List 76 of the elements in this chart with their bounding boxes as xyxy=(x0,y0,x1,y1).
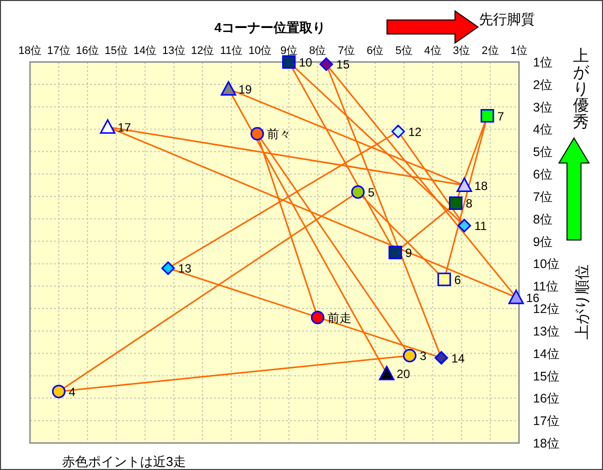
x-tick-label: 7位 xyxy=(338,45,355,57)
y-axis-title: 上がり順位 xyxy=(574,264,591,340)
point xyxy=(388,246,402,260)
y-tick-label: 18位 xyxy=(533,436,560,450)
y-tick-label: 8位 xyxy=(533,212,553,226)
point xyxy=(310,310,324,324)
y-tick-label: 17位 xyxy=(533,414,560,428)
annotation: 11 xyxy=(474,219,488,234)
annotation: 前走 xyxy=(328,310,352,325)
y-tick-label: 12位 xyxy=(533,302,560,316)
annotation: 14 xyxy=(451,351,466,366)
annotation: 6 xyxy=(454,272,462,287)
x-tick-label: 8位 xyxy=(309,45,326,57)
point xyxy=(378,366,394,380)
point xyxy=(161,261,175,275)
annotation: 8 xyxy=(466,196,473,211)
annotation: 18 xyxy=(474,178,488,193)
x-tick-label: 6位 xyxy=(366,45,384,57)
point xyxy=(250,126,264,140)
text: 先行脚質 xyxy=(479,11,535,27)
text: 赤色ポイントは近3走 xyxy=(62,454,186,469)
y-tick-label: 5位 xyxy=(533,145,553,160)
x-tick-label: 1位 xyxy=(510,45,528,57)
point xyxy=(508,290,524,304)
annotation: 3 xyxy=(420,349,427,364)
x-tick-label: 5位 xyxy=(395,45,413,57)
annotation: 20 xyxy=(396,367,410,382)
y-tick-label: 10位 xyxy=(533,257,560,272)
y-tick-label: 7位 xyxy=(533,190,553,204)
annotation: 5 xyxy=(368,185,375,200)
point xyxy=(282,55,296,69)
x-tick-label: 10位 xyxy=(248,45,272,57)
x-tick-label: 16位 xyxy=(76,45,100,57)
point xyxy=(434,351,448,365)
x-tick-label: 15位 xyxy=(104,45,128,57)
x-tick-label: 11位 xyxy=(220,45,243,57)
point xyxy=(458,218,472,232)
y-tick-label: 15位 xyxy=(533,369,560,384)
text: 上がり優秀 xyxy=(573,47,590,131)
point xyxy=(220,81,236,96)
annotation: 前々 xyxy=(267,127,292,142)
y-tick-label: 9位 xyxy=(533,234,553,249)
x-tick-label: 14位 xyxy=(133,45,157,57)
x-tick-label: 4位 xyxy=(424,45,442,57)
y-tick-label: 14位 xyxy=(533,346,560,361)
y-tick-label: 3位 xyxy=(533,100,553,114)
x-tick-label: 2位 xyxy=(482,45,499,57)
x-tick-label: 13位 xyxy=(162,45,186,57)
y-tick-label: 4位 xyxy=(533,122,553,137)
y-tick-label: 1位 xyxy=(533,56,553,70)
point xyxy=(391,124,405,138)
x-tick-label: 17位 xyxy=(47,45,70,57)
annotation: 15 xyxy=(336,58,350,72)
point xyxy=(437,272,451,286)
annotation: 12 xyxy=(408,124,422,139)
point xyxy=(402,348,416,362)
x-axis-title: 4コーナー位置取り xyxy=(214,20,326,35)
x-tick-label: 3位 xyxy=(452,45,470,57)
point xyxy=(456,178,472,192)
point xyxy=(320,57,334,71)
annotation: 13 xyxy=(178,262,192,276)
point xyxy=(52,384,66,398)
y-tick-label: 13位 xyxy=(533,324,560,338)
point xyxy=(351,185,365,199)
point xyxy=(480,109,494,123)
annotation: 10 xyxy=(298,56,313,70)
y-tick-label: 16位 xyxy=(533,392,560,406)
y-tick-label: 6位 xyxy=(533,168,553,182)
annotation: 7 xyxy=(497,109,504,124)
y-tick-label: 2位 xyxy=(533,78,553,92)
annotation: 19 xyxy=(238,82,252,96)
x-tick-label: 18位 xyxy=(18,45,42,57)
x-tick-label: 9位 xyxy=(280,45,298,57)
x-tick-label: 12位 xyxy=(190,45,214,57)
point xyxy=(448,196,462,210)
point xyxy=(100,119,116,134)
